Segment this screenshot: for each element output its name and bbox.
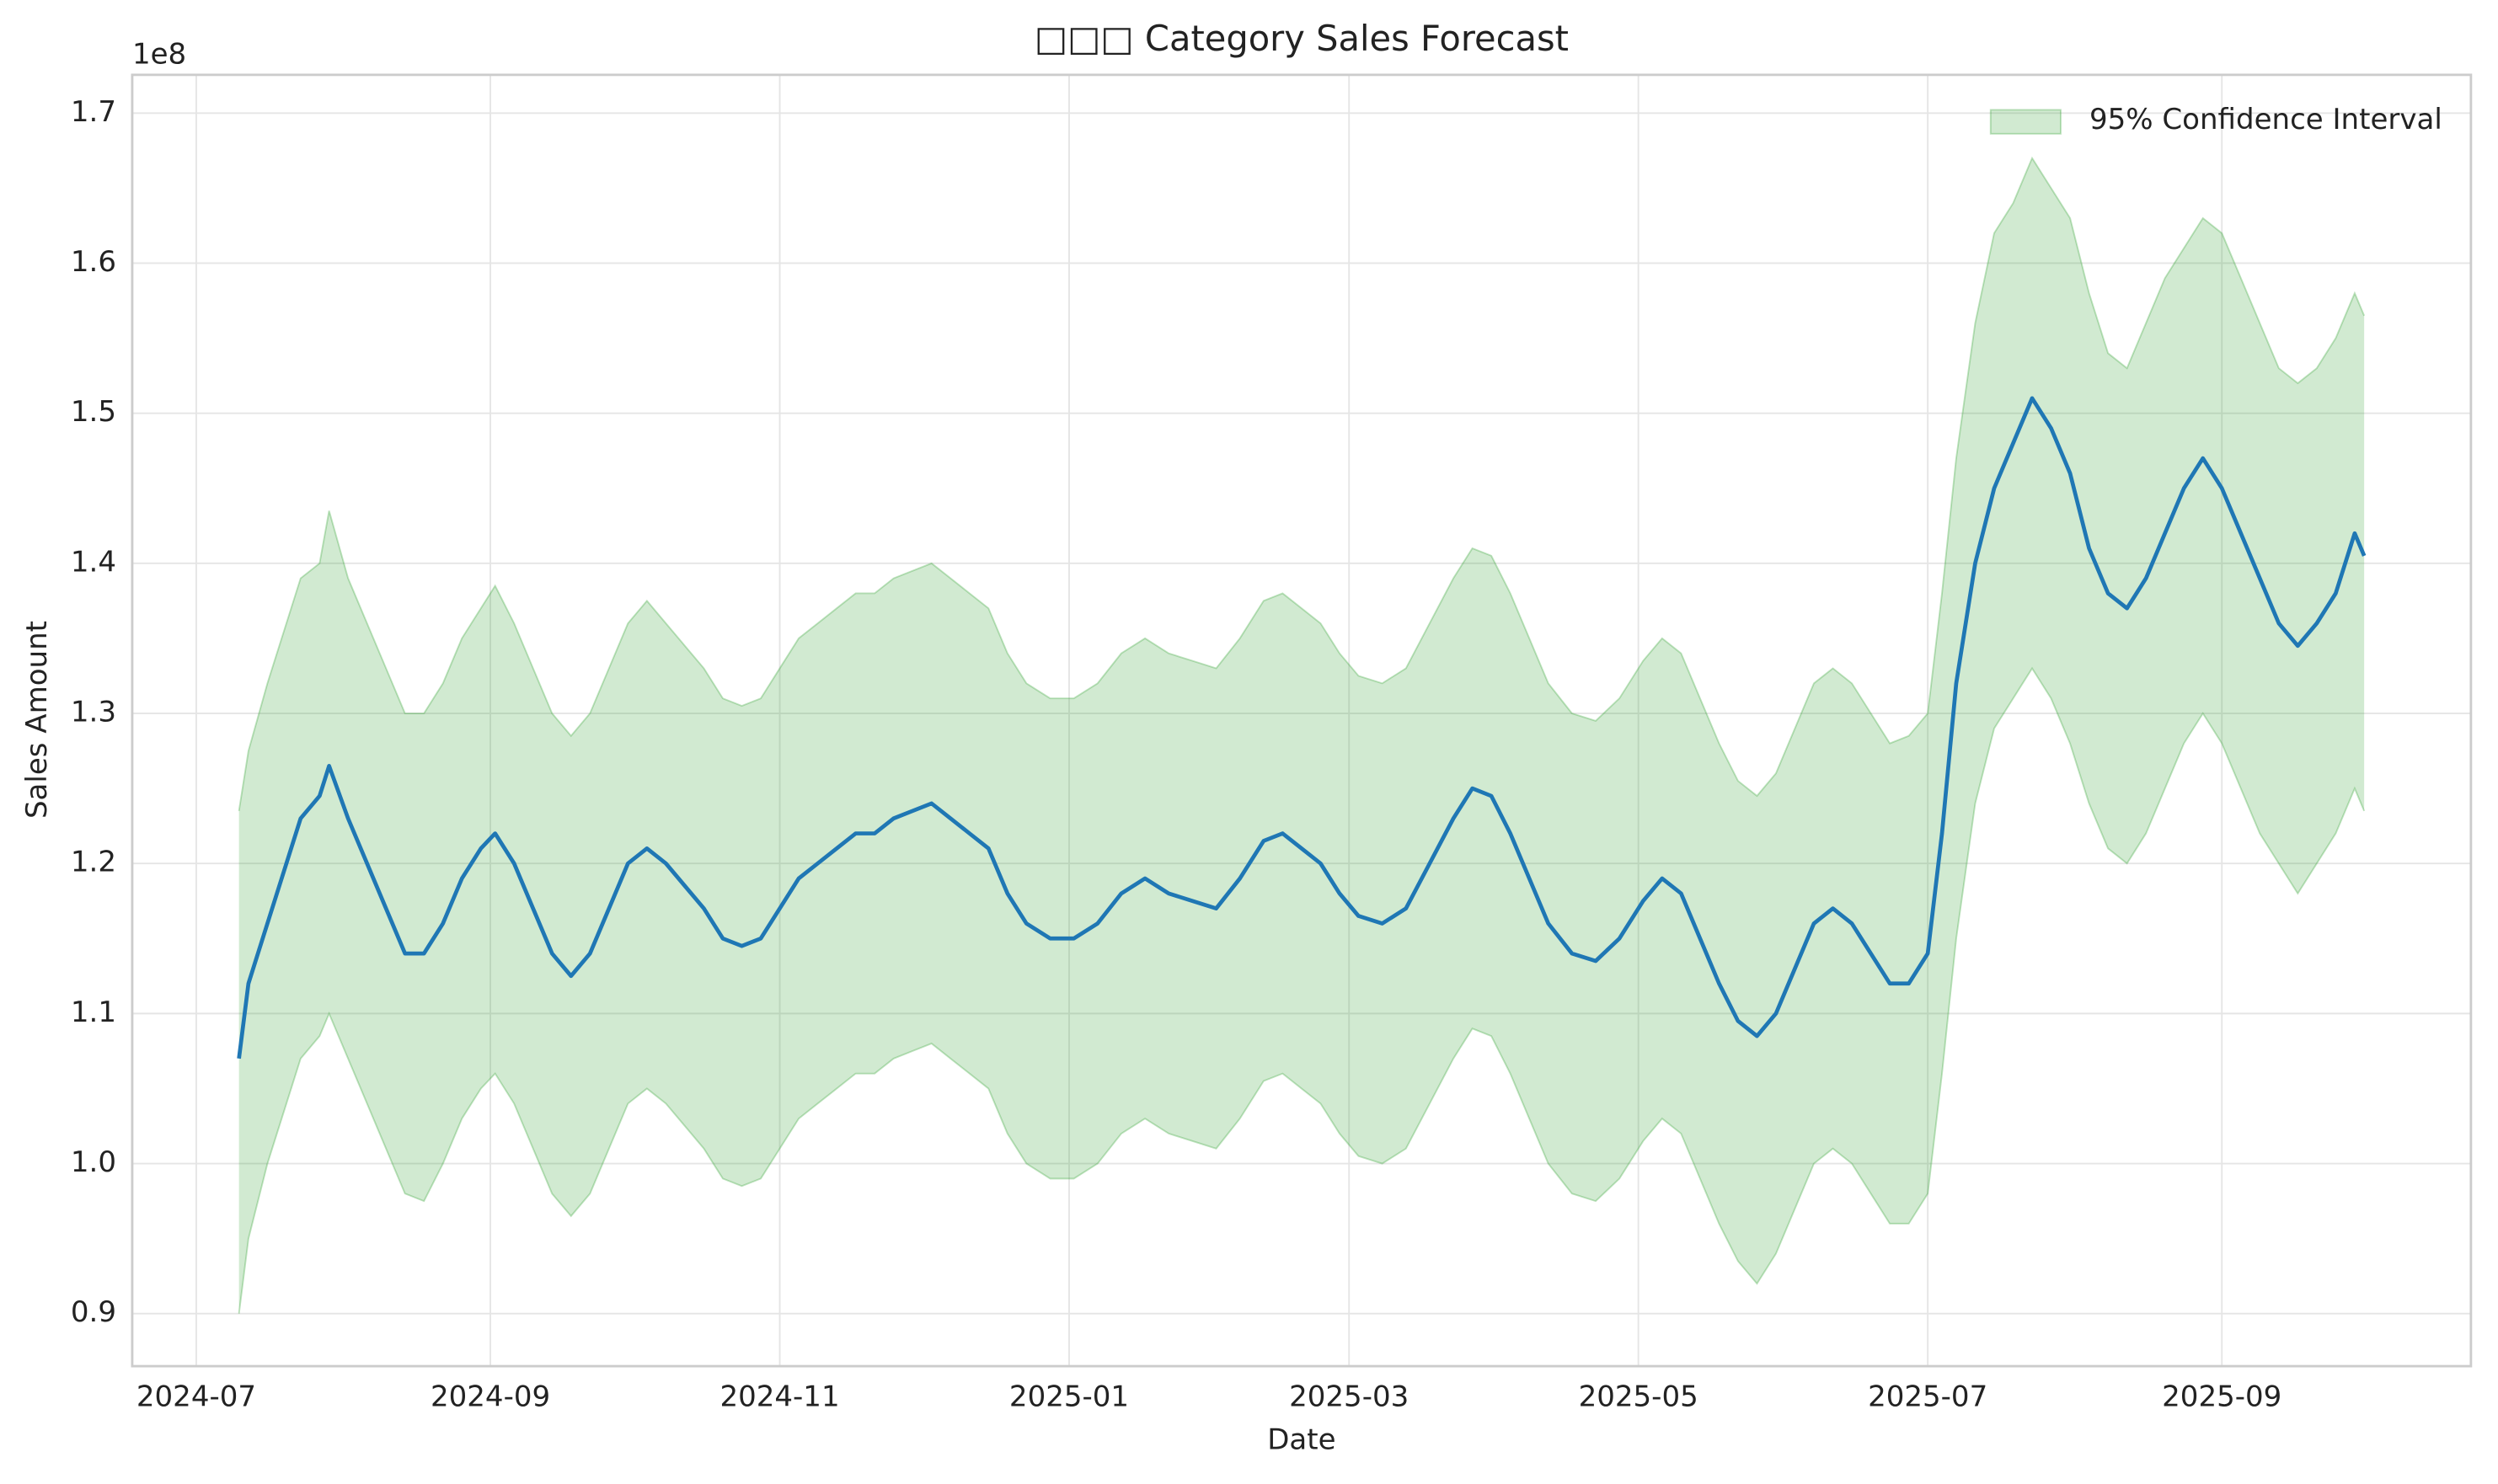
x-tick-label: 2024-11 [719, 1380, 839, 1413]
x-tick-label: 2024-09 [431, 1380, 550, 1413]
y-tick-label: 1.0 [71, 1145, 116, 1179]
y-tick-label: 1.7 [71, 95, 116, 129]
y-tick-label: 1.6 [71, 245, 116, 279]
chart-title: □□□ Category Sales Forecast [1035, 18, 1569, 59]
y-tick-label: 1.2 [71, 846, 116, 879]
y-tick-label: 1.4 [71, 545, 116, 579]
y-offset-label: 1e8 [132, 38, 186, 72]
y-tick-label: 0.9 [71, 1295, 116, 1329]
legend-label: 95% Confidence Interval [2089, 103, 2442, 136]
y-tick-label: 1.1 [71, 996, 116, 1029]
y-tick-label: 1.5 [71, 395, 116, 429]
x-tick-label: 2025-01 [1009, 1380, 1129, 1413]
confidence-band [238, 157, 2365, 1314]
x-axis-label: Date [1267, 1423, 1335, 1456]
legend-swatch [1989, 109, 2062, 135]
y-tick-label: 1.3 [71, 696, 116, 729]
plot-frame [131, 73, 2473, 1368]
x-tick-label: 2024-07 [136, 1380, 256, 1413]
x-tick-label: 2025-03 [1289, 1380, 1409, 1413]
band-lower-edge [238, 666, 2366, 1314]
band-upper-edge [238, 156, 2366, 811]
forecast-line [237, 396, 2367, 1060]
y-axis-label: Sales Amount [20, 621, 54, 819]
x-tick-label: 2025-09 [2162, 1380, 2281, 1413]
x-tick-label: 2025-07 [1868, 1380, 1987, 1413]
x-tick-label: 2025-05 [1579, 1380, 1698, 1413]
